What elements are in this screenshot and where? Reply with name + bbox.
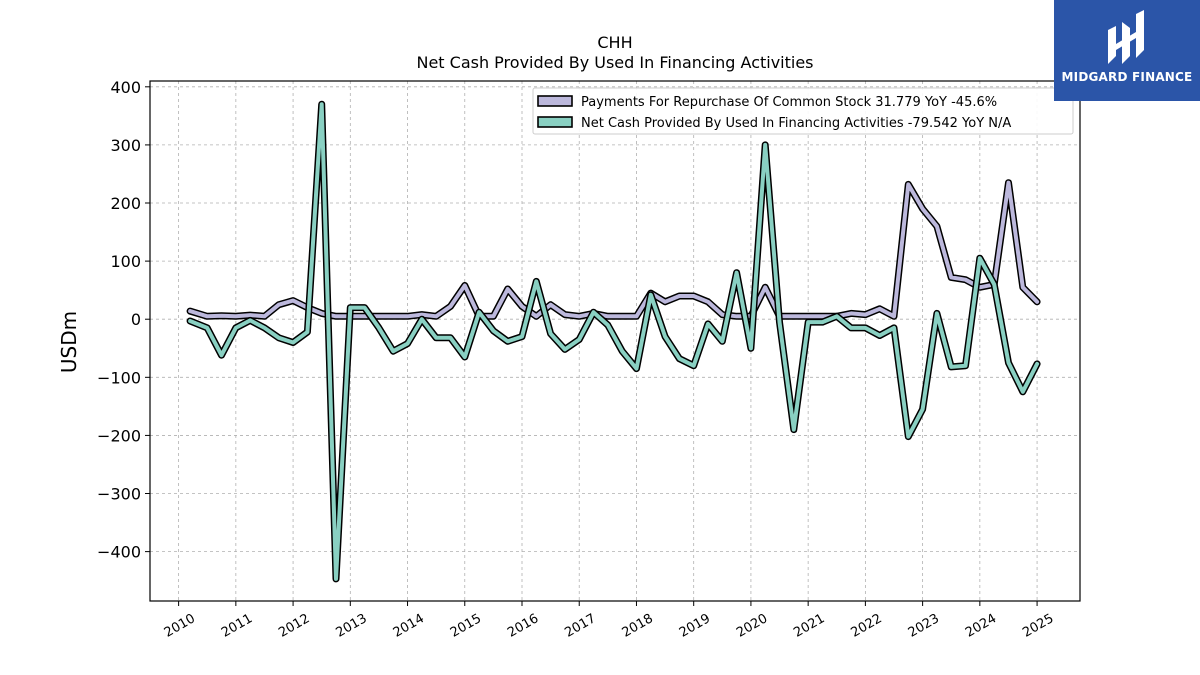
midgard-finance-logo: MIDGARD FINANCE — [1054, 0, 1200, 101]
x-tick-label: 2018 — [620, 611, 656, 641]
legend-label-1: Payments For Repurchase Of Common Stock … — [581, 95, 997, 110]
x-tick-label: 2017 — [562, 611, 598, 641]
x-tick-label: 2020 — [734, 611, 770, 641]
x-tick-label: 2016 — [505, 611, 541, 641]
x-tick-label: 2015 — [448, 611, 484, 641]
series-line-2 — [188, 102, 1040, 581]
x-tick-label: 2012 — [276, 611, 312, 641]
series-lines — [186, 100, 1041, 583]
y-tick-label: −200 — [97, 426, 141, 445]
chart-title: CHH — [597, 33, 632, 52]
y-tick-label: 400 — [110, 78, 141, 97]
x-tick-label: 2024 — [963, 611, 999, 641]
x-tick-label: 2014 — [391, 611, 427, 641]
x-tick-label: 2019 — [677, 611, 713, 641]
y-axis-label: USDm — [57, 311, 81, 373]
chart-title-group: CHH Net Cash Provided By Used In Financi… — [416, 33, 813, 72]
y-tick-label: 0 — [131, 310, 141, 329]
legend: Payments For Repurchase Of Common Stock … — [532, 87, 1074, 135]
y-tick-label: 300 — [110, 136, 141, 155]
legend-swatch-1 — [537, 95, 573, 107]
y-axis: −400 −300 −200 −100 0 100 200 300 400 — [97, 78, 150, 562]
logo-text: MIDGARD FINANCE — [1061, 70, 1193, 84]
plot-frame — [149, 80, 1081, 602]
x-axis: 2010 2011 2012 2013 2014 2015 2016 2017 2018 2019… — [162, 601, 1056, 641]
y-tick-label: −300 — [97, 485, 141, 504]
legend-swatch-2 — [537, 116, 573, 128]
x-tick-label: 2023 — [906, 611, 942, 641]
series-line-1 — [188, 180, 1040, 319]
legend-box — [532, 87, 1074, 135]
x-tick-label: 2021 — [791, 611, 827, 641]
x-tick-label: 2013 — [333, 611, 369, 641]
y-tick-label: −400 — [97, 543, 141, 562]
y-tick-label: −100 — [97, 368, 141, 387]
y-tick-label: 100 — [110, 252, 141, 271]
chart-subtitle: Net Cash Provided By Used In Financing A… — [416, 53, 813, 72]
x-tick-label: 2022 — [849, 611, 885, 641]
x-tick-label: 2025 — [1020, 611, 1056, 641]
legend-label-2: Net Cash Provided By Used In Financing A… — [581, 116, 1011, 131]
logo-mark-icon — [1108, 10, 1144, 64]
y-tick-label: 200 — [110, 194, 141, 213]
x-tick-label: 2010 — [162, 611, 198, 641]
x-tick-label: 2011 — [219, 611, 255, 641]
